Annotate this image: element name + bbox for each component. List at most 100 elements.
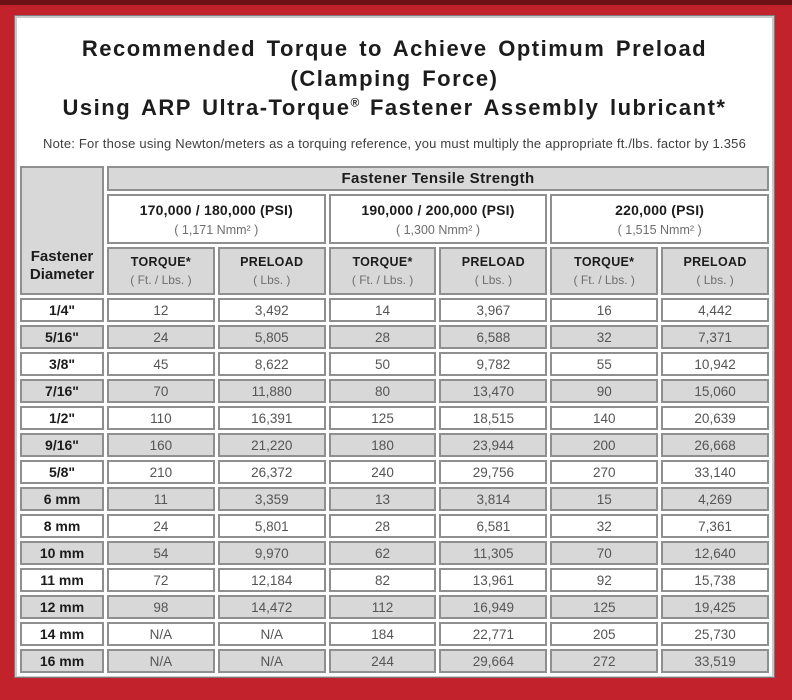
value-cell: 29,664	[439, 649, 548, 674]
value-cell: 25,730	[661, 622, 769, 647]
value-cell: 125	[328, 406, 437, 431]
value-cell: 80	[328, 379, 437, 404]
diameter-cell: 5/16"	[20, 325, 104, 350]
value-cell: 270	[550, 460, 659, 485]
value-cell: 72	[107, 568, 215, 593]
tensile-strength-header: Fastener Tensile Strength	[107, 166, 769, 192]
value-cell: 140	[550, 406, 659, 431]
value-cell: 13,470	[439, 379, 548, 404]
value-cell: N/A	[107, 622, 215, 647]
table-row: 3/8" 45 8,622 50 9,782 55 10,942	[20, 352, 769, 377]
value-cell: 12	[107, 298, 215, 323]
title-line-1: Recommended Torque to Achieve Optimum Pr…	[81, 36, 708, 91]
value-cell: 8,622	[217, 352, 326, 377]
value-cell: 29,756	[439, 460, 548, 485]
diameter-cell: 6 mm	[20, 487, 104, 512]
psi-group-header-1: 170,000 / 180,000 (PSI) ( 1,171 Nmm² )	[107, 194, 326, 245]
table-row: 7/16" 70 11,880 80 13,470 90 15,060	[20, 379, 769, 404]
value-cell: 82	[328, 568, 437, 593]
table-row: 9/16" 160 21,220 180 23,944 200 26,668	[20, 433, 769, 458]
value-cell: 16	[550, 298, 659, 323]
value-cell: 205	[550, 622, 659, 647]
table-row: 12 mm 98 14,472 112 16,949 125 19,425	[20, 595, 769, 620]
value-cell: 13	[328, 487, 437, 512]
column-title: PRELOAD	[240, 255, 304, 270]
frame-dark-edge	[0, 0, 792, 5]
table-header: Fastener Diameter Fastener Tensile Strengt…	[20, 166, 769, 296]
value-cell: 210	[107, 460, 215, 485]
value-cell: 23,944	[439, 433, 548, 458]
value-cell: 90	[550, 379, 659, 404]
table-row: 1/2" 110 16,391 125 18,515 140 20,639	[20, 406, 769, 431]
nmm-label: ( 1,171 Nmm² )	[174, 222, 259, 237]
column-unit: ( Ft. / Lbs. )	[130, 273, 192, 288]
value-cell: 240	[328, 460, 437, 485]
diameter-cell: 7/16"	[20, 379, 104, 404]
diameter-cell: 16 mm	[20, 649, 104, 674]
column-header-preload-1: PRELOAD ( Lbs. )	[217, 247, 326, 296]
value-cell: 6,581	[439, 514, 548, 539]
value-cell: 92	[550, 568, 659, 593]
value-cell: 160	[107, 433, 215, 458]
value-cell: 45	[107, 352, 215, 377]
torque-table: Fastener Diameter Fastener Tensile Strengt…	[17, 163, 772, 677]
value-cell: 21,220	[217, 433, 326, 458]
value-cell: 16,391	[217, 406, 326, 431]
value-cell: 11,305	[439, 541, 548, 566]
title-line-2-text: Using ARP Ultra-Torque	[62, 95, 351, 121]
fastener-diameter-label: Fastener	[30, 247, 94, 265]
value-cell: 32	[550, 325, 659, 350]
value-cell: 12,640	[661, 541, 769, 566]
value-cell: 12,184	[217, 568, 326, 593]
value-cell: N/A	[217, 622, 326, 647]
diameter-cell: 5/8"	[20, 460, 104, 485]
value-cell: 3,359	[217, 487, 326, 512]
diameter-cell: 11 mm	[20, 568, 104, 593]
value-cell: 244	[328, 649, 437, 674]
value-cell: 7,371	[661, 325, 769, 350]
value-cell: 50	[328, 352, 437, 377]
value-cell: 11,880	[217, 379, 326, 404]
note-text: Note: For those using Newton/meters as a…	[42, 136, 747, 152]
value-cell: 26,668	[661, 433, 769, 458]
header-row-psi: 170,000 / 180,000 (PSI) ( 1,171 Nmm² ) 190…	[20, 194, 769, 245]
value-cell: N/A	[217, 649, 326, 674]
value-cell: 4,269	[661, 487, 769, 512]
value-cell: 28	[328, 325, 437, 350]
value-cell: 24	[107, 514, 215, 539]
table-row: 1/4" 12 3,492 14 3,967 16 4,442	[20, 298, 769, 323]
value-cell: 15,738	[661, 568, 769, 593]
column-title: TORQUE*	[574, 255, 635, 270]
value-cell: 62	[328, 541, 437, 566]
column-header-torque-2: TORQUE* ( Ft. / Lbs. )	[328, 247, 437, 296]
diameter-cell: 9/16"	[20, 433, 104, 458]
value-cell: 200	[550, 433, 659, 458]
value-cell: 5,805	[217, 325, 326, 350]
table-row: 6 mm 11 3,359 13 3,814 15 4,269	[20, 487, 769, 512]
value-cell: 3,814	[439, 487, 548, 512]
fastener-diameter-header: Fastener Diameter	[20, 166, 104, 296]
table-row: 11 mm 72 12,184 82 13,961 92 15,738	[20, 568, 769, 593]
value-cell: 22,771	[439, 622, 548, 647]
value-cell: 98	[107, 595, 215, 620]
title-line-2: Using ARP Ultra-Torque® Fastener Assembl…	[63, 95, 727, 120]
psi-label: 190,000 / 200,000 (PSI)	[361, 201, 515, 218]
psi-group-header-2: 190,000 / 200,000 (PSI) ( 1,300 Nmm² )	[328, 194, 548, 245]
column-title: TORQUE*	[352, 255, 413, 270]
header-row-columns: TORQUE* ( Ft. / Lbs. ) PRELOAD ( Lbs. ) TORQ…	[20, 247, 769, 296]
table-row: 10 mm 54 9,970 62 11,305 70 12,640	[20, 541, 769, 566]
page-title: Recommended Torque to Achieve Optimum Pr…	[17, 34, 772, 123]
value-cell: 112	[328, 595, 437, 620]
column-header-torque-1: TORQUE* ( Ft. / Lbs. )	[107, 247, 215, 296]
column-unit: ( Lbs. )	[474, 273, 513, 288]
value-cell: 184	[328, 622, 437, 647]
nmm-label: ( 1,515 Nmm² )	[617, 222, 702, 237]
value-cell: 5,801	[217, 514, 326, 539]
column-unit: ( Ft. / Lbs. )	[351, 273, 414, 288]
table-row: 5/16" 24 5,805 28 6,588 32 7,371	[20, 325, 769, 350]
table-row: 5/8" 210 26,372 240 29,756 270 33,140	[20, 460, 769, 485]
value-cell: 28	[328, 514, 437, 539]
value-cell: 110	[107, 406, 215, 431]
value-cell: 19,425	[661, 595, 769, 620]
table-body: 1/4" 12 3,492 14 3,967 16 4,442 5/16" 24 5,805 28 6…	[20, 298, 769, 674]
